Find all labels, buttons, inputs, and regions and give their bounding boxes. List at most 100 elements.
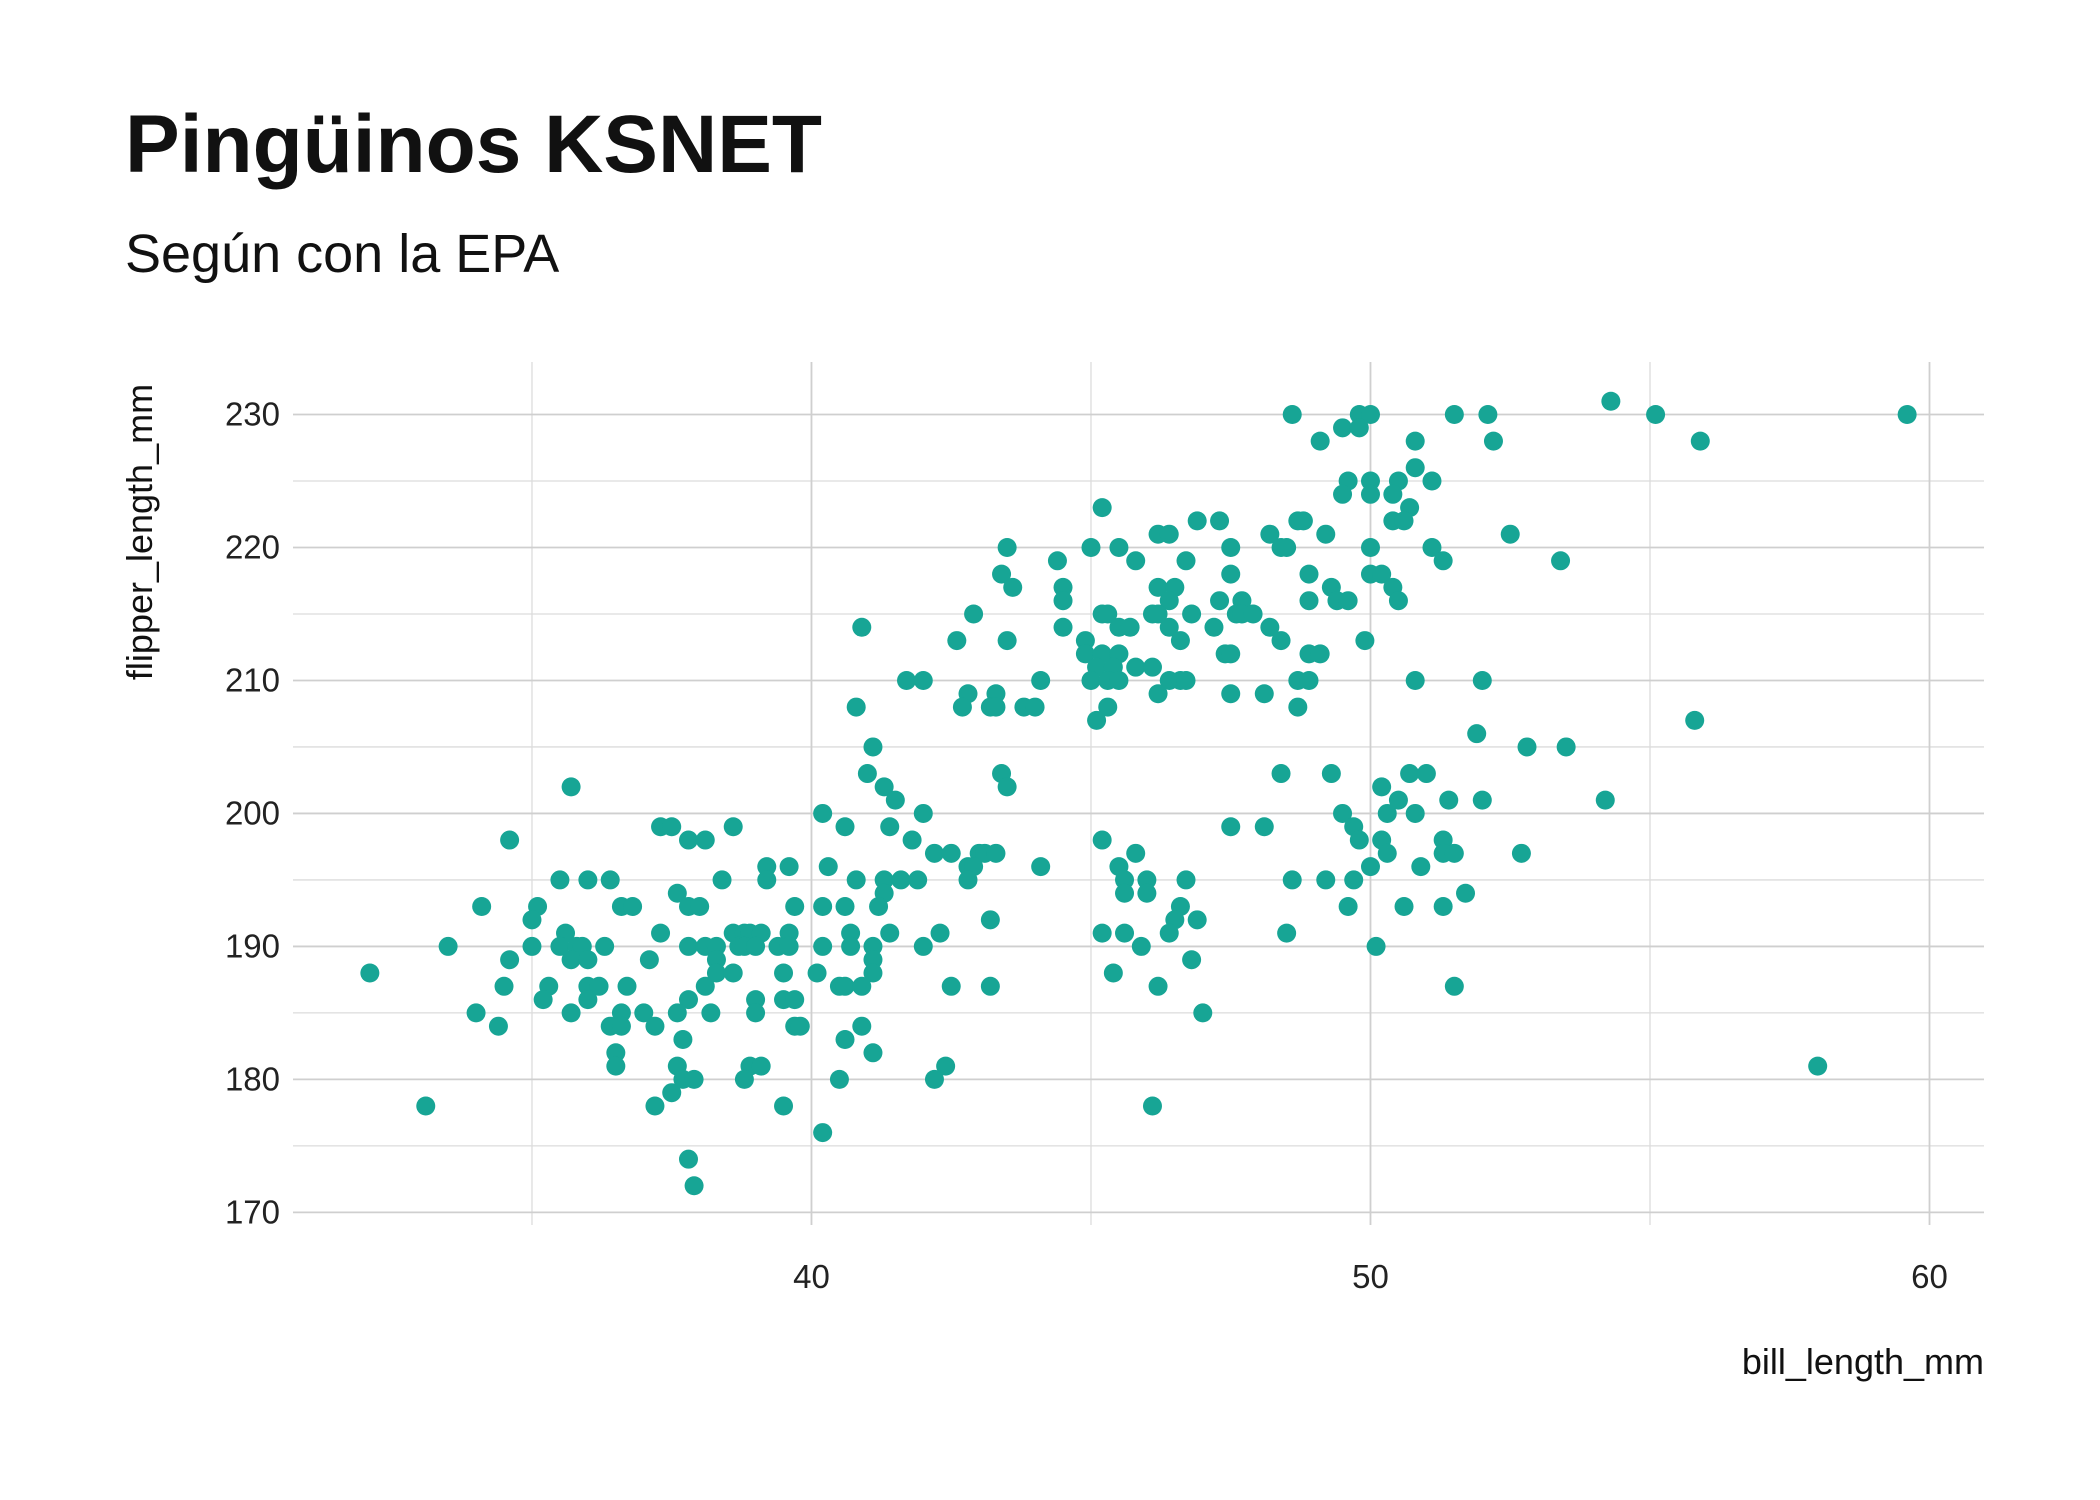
point (1087, 710, 1107, 730)
point (1271, 764, 1291, 784)
point (880, 817, 900, 837)
point (617, 976, 637, 996)
point (1109, 537, 1129, 557)
point (1685, 710, 1705, 730)
point (746, 990, 766, 1010)
point (533, 990, 553, 1010)
chart-subtitle: Según con la EPA (125, 224, 559, 284)
point (1131, 936, 1151, 956)
point (1472, 670, 1492, 690)
point (1092, 830, 1112, 850)
point (1372, 564, 1392, 584)
point (1472, 790, 1492, 810)
point (1092, 923, 1112, 943)
point (835, 897, 855, 917)
point (1159, 591, 1179, 611)
point (578, 870, 598, 890)
point (662, 817, 682, 837)
point (1299, 670, 1319, 690)
point (992, 564, 1012, 584)
point (500, 830, 520, 850)
point (466, 1003, 486, 1023)
point (813, 897, 833, 917)
y-tick-label: 200 (225, 794, 280, 831)
point (757, 857, 777, 877)
point (835, 976, 855, 996)
point (1439, 790, 1459, 810)
point (1333, 484, 1353, 504)
point (863, 1043, 883, 1063)
point (1349, 830, 1369, 850)
point (1210, 511, 1230, 531)
point (611, 1016, 631, 1036)
point (1360, 405, 1380, 425)
point (841, 936, 861, 956)
point (1170, 631, 1190, 651)
point (1394, 511, 1414, 531)
point (1221, 537, 1241, 557)
point (1321, 764, 1341, 784)
point (1338, 897, 1358, 917)
point (852, 617, 872, 637)
point (1338, 591, 1358, 611)
point (438, 936, 458, 956)
x-tick-label: 50 (1352, 1258, 1389, 1295)
point (1444, 843, 1464, 863)
point (1260, 524, 1280, 544)
point (701, 1003, 721, 1023)
point (947, 631, 967, 651)
point (1081, 537, 1101, 557)
point (639, 950, 659, 970)
point (1271, 631, 1291, 651)
y-tick-label: 190 (225, 927, 280, 964)
point (550, 936, 570, 956)
point (611, 1003, 631, 1023)
point (1176, 870, 1196, 890)
point (1148, 604, 1168, 624)
point (779, 857, 799, 877)
point (1148, 684, 1168, 704)
point (1405, 670, 1425, 690)
point (1383, 484, 1403, 504)
point (1299, 591, 1319, 611)
point (1176, 551, 1196, 571)
point (723, 963, 743, 983)
point (930, 923, 950, 943)
point (1243, 604, 1263, 624)
point (651, 923, 671, 943)
x-axis-title: bill_length_mm (1742, 1341, 1984, 1382)
point (578, 990, 598, 1010)
point (1182, 604, 1202, 624)
point (1316, 870, 1336, 890)
point (673, 1030, 693, 1050)
point (1053, 577, 1073, 597)
point (1047, 551, 1067, 571)
point (1159, 617, 1179, 637)
point (874, 870, 894, 890)
point (1517, 737, 1537, 757)
point (1511, 843, 1531, 863)
point (863, 950, 883, 970)
point (1277, 537, 1297, 557)
point (1601, 391, 1621, 411)
point (835, 817, 855, 837)
point (1293, 511, 1313, 531)
point (1344, 870, 1364, 890)
point (986, 843, 1006, 863)
point (746, 1003, 766, 1023)
point (1360, 484, 1380, 504)
point (1646, 405, 1666, 425)
point (561, 950, 581, 970)
y-axis-title: flipper_length_mm (119, 384, 160, 680)
point (550, 870, 570, 890)
point (1260, 617, 1280, 637)
point (723, 817, 743, 837)
point (941, 843, 961, 863)
point (589, 976, 609, 996)
point (360, 963, 380, 983)
point (1690, 431, 1710, 451)
point (908, 870, 928, 890)
point (1282, 405, 1302, 425)
point (634, 1003, 654, 1023)
